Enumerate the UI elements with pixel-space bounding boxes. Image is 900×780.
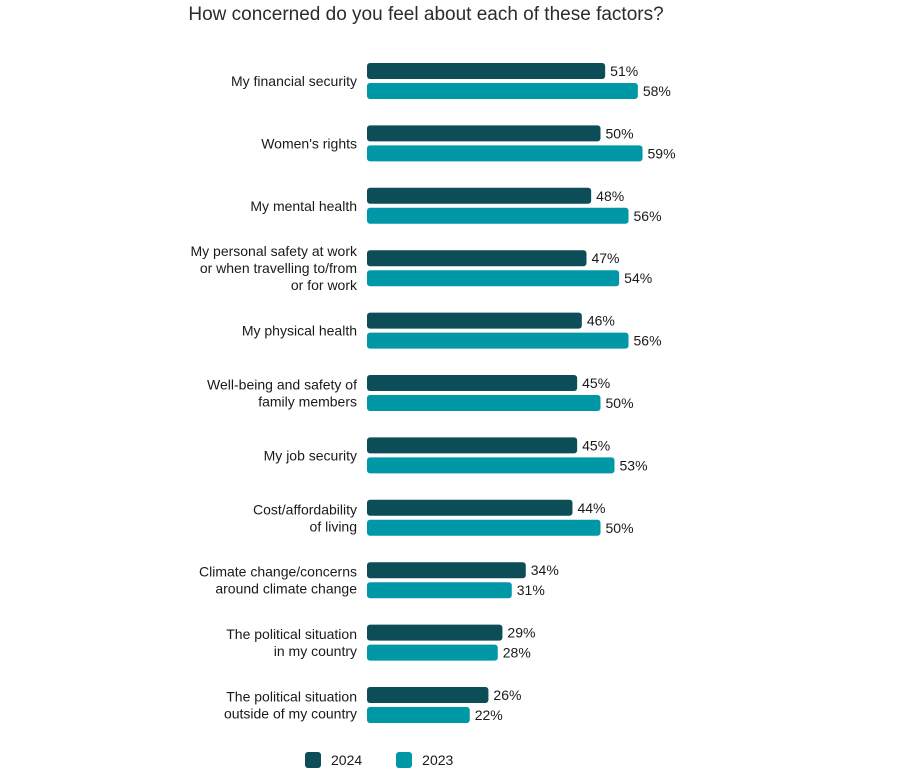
- value-label-2024: 45%: [582, 375, 610, 391]
- value-label-2024: 51%: [610, 63, 638, 79]
- bar-2024: [367, 312, 582, 329]
- bar-2023: [367, 207, 629, 224]
- legend-item-2024: 2024: [305, 752, 362, 768]
- value-label-2024: 46%: [587, 313, 615, 329]
- legend-item-2023: 2023: [396, 752, 453, 768]
- value-label-2024: 34%: [531, 562, 559, 578]
- legend-label-2024: 2024: [331, 752, 363, 768]
- value-label-2024: 48%: [596, 188, 624, 204]
- value-label-2023: 56%: [634, 333, 662, 349]
- bar-2023: [367, 707, 470, 723]
- value-label-2024: 26%: [493, 687, 521, 703]
- value-label-2024: 45%: [582, 437, 610, 453]
- bar-2024: [367, 187, 592, 204]
- bar-chart: My financial security 51% 58% Women's right…: [190, 63, 676, 723]
- bar-2023: [367, 457, 615, 474]
- bar-2023: [367, 145, 643, 162]
- value-label-2023: 54%: [624, 270, 652, 286]
- bar-2023: [367, 332, 629, 349]
- chart-title: How concerned do you feel about each of …: [188, 4, 664, 25]
- category-label: My mental health: [250, 198, 357, 214]
- bar-2024: [367, 63, 606, 79]
- bar-2024: [367, 562, 526, 579]
- category-label: The political situation in my country: [226, 626, 357, 659]
- value-label-2024: 29%: [507, 625, 535, 641]
- category-label: The political situation outside of my cou…: [224, 689, 357, 722]
- value-label-2023: 58%: [643, 83, 671, 99]
- value-label-2023: 50%: [606, 520, 634, 536]
- bar-2023: [367, 582, 512, 599]
- bar-2024: [367, 437, 578, 454]
- value-label-2023: 53%: [620, 457, 648, 473]
- bar-2023: [367, 270, 620, 287]
- value-label-2023: 59%: [648, 145, 676, 161]
- value-label-2023: 28%: [503, 645, 531, 661]
- bar-2023: [367, 519, 601, 536]
- category-label: Well-being and safety of family members: [207, 377, 357, 410]
- category-label: My financial security: [231, 73, 357, 89]
- value-label-2024: 47%: [591, 250, 619, 266]
- bar-2023: [367, 395, 601, 411]
- value-label-2023: 22%: [475, 707, 503, 723]
- bar-2024: [367, 687, 489, 703]
- bar-2023: [367, 83, 638, 99]
- value-label-2024: 50%: [606, 125, 634, 141]
- bar-2024: [367, 125, 601, 142]
- category-label: My physical health: [242, 323, 357, 339]
- category-label: Women's rights: [261, 135, 357, 151]
- bar-2024: [367, 624, 503, 641]
- value-label-2023: 31%: [517, 582, 545, 598]
- legend: 2024 2023: [305, 752, 453, 768]
- category-label: Cost/affordability of living: [253, 501, 357, 534]
- legend-swatch-2023: [396, 752, 413, 768]
- bar-2024: [367, 250, 587, 267]
- legend-swatch-2024: [305, 752, 321, 768]
- value-label-2024: 44%: [577, 500, 605, 516]
- bar-2024: [367, 499, 573, 516]
- bar-2024: [367, 375, 578, 391]
- value-label-2023: 50%: [606, 395, 634, 411]
- category-label: My job security: [264, 447, 357, 463]
- bar-2023: [367, 644, 498, 661]
- value-label-2023: 56%: [634, 208, 662, 224]
- legend-label-2023: 2023: [422, 752, 454, 768]
- category-label: Climate change/concerns around climate ch…: [199, 564, 357, 597]
- category-label: My personal safety at work or when travel…: [190, 243, 358, 293]
